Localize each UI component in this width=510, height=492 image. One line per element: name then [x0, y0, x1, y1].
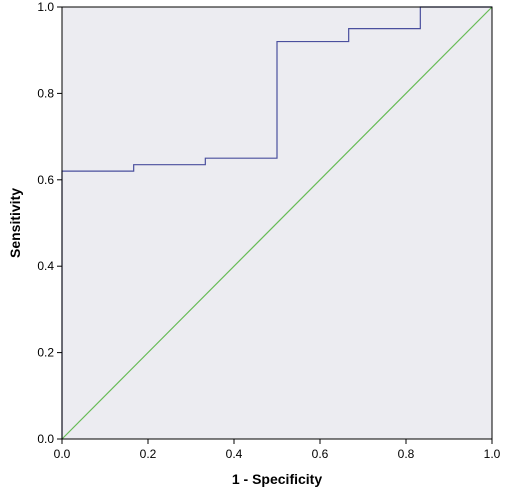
y-axis: 0.0 0.2 0.4 0.6 0.8 1.0 [37, 0, 62, 446]
y-tick-label: 0.4 [37, 259, 54, 273]
roc-curve-line [61, 6, 492, 439]
plot-frame [61, 6, 493, 440]
x-tick-label: 0.4 [226, 447, 243, 461]
x-axis-title: 1 - Specificity [232, 471, 322, 487]
reference-diagonal-line [61, 6, 493, 440]
x-tick-label: 0.0 [54, 447, 71, 461]
x-tick-label: 1.0 [484, 447, 501, 461]
y-tick-label: 0.8 [37, 86, 54, 100]
y-tick-label: 1.0 [37, 0, 54, 14]
y-tick-label: 0.6 [37, 173, 54, 187]
x-tick-label: 0.6 [312, 447, 329, 461]
series-layer [61, 6, 493, 440]
y-tick-label: 0.0 [37, 432, 54, 446]
y-axis-title: Sensitivity [7, 188, 23, 258]
x-tick-label: 0.8 [398, 447, 415, 461]
y-tick-label: 0.2 [37, 346, 54, 360]
x-tick-label: 0.2 [140, 447, 157, 461]
x-axis: 0.0 0.2 0.4 0.6 0.8 1.0 [54, 439, 501, 461]
